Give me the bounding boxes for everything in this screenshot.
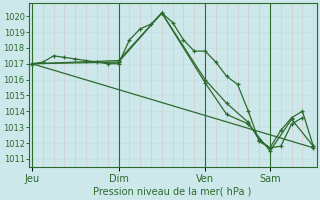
X-axis label: Pression niveau de la mer( hPa ): Pression niveau de la mer( hPa ) bbox=[93, 187, 252, 197]
